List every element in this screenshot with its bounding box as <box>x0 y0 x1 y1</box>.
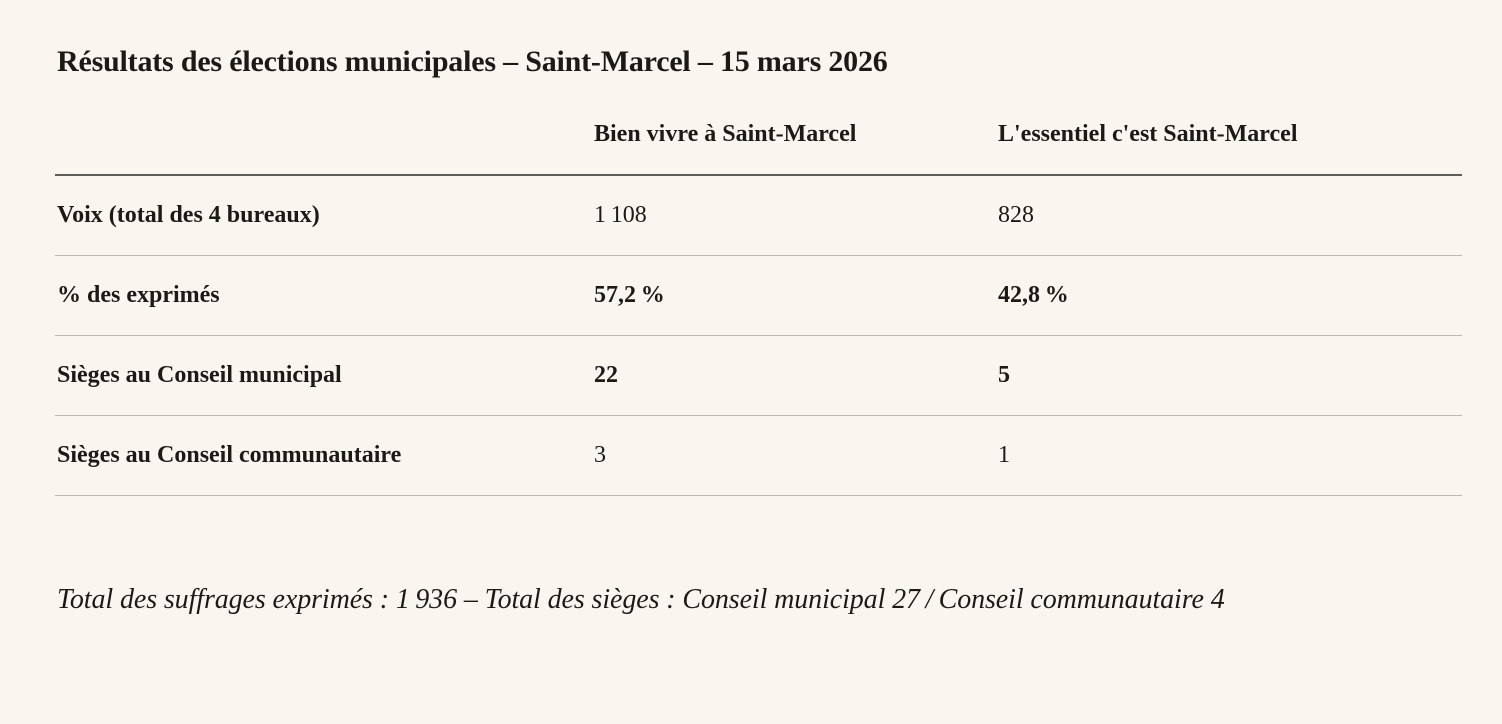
cell-sieges-municipal-list2: 5 <box>996 335 1462 416</box>
table-row-sieges-municipal: Sièges au Conseil municipal 22 5 <box>55 335 1462 416</box>
column-header-list-bien-vivre: Bien vivre à Saint-Marcel <box>592 108 996 176</box>
table-row-pourcentage: % des exprimés 57,2 % 42,8 % <box>55 255 1462 336</box>
column-header-blank <box>55 108 592 176</box>
cell-pourcentage-list1: 57,2 % <box>592 255 996 336</box>
cell-sieges-municipal-list1: 22 <box>592 335 996 416</box>
cell-pourcentage-list2: 42,8 % <box>996 255 1462 336</box>
row-label-voix: Voix (total des 4 bureaux) <box>55 175 592 256</box>
cell-sieges-communautaire-list2: 1 <box>996 415 1462 496</box>
cell-voix-list1: 1 108 <box>592 175 996 256</box>
row-label-sieges-communautaire: Sièges au Conseil communautaire <box>55 415 592 496</box>
column-header-list-essentiel: L'essentiel c'est Saint-Marcel <box>996 108 1462 176</box>
row-label-sieges-municipal: Sièges au Conseil municipal <box>55 335 592 416</box>
table-row-voix: Voix (total des 4 bureaux) 1 108 828 <box>55 175 1462 256</box>
table-header-row: Bien vivre à Saint-Marcel L'essentiel c'… <box>55 108 1462 176</box>
totals-note: Total des suffrages exprimés : 1 936 – T… <box>57 584 1225 615</box>
results-table: Bien vivre à Saint-Marcel L'essentiel c'… <box>55 108 1462 496</box>
cell-sieges-communautaire-list1: 3 <box>592 415 996 496</box>
page-title: Résultats des élections municipales – Sa… <box>57 45 888 78</box>
row-label-pourcentage: % des exprimés <box>55 255 592 336</box>
table-row-sieges-communautaire: Sièges au Conseil communautaire 3 1 <box>55 415 1462 496</box>
cell-voix-list2: 828 <box>996 175 1462 256</box>
